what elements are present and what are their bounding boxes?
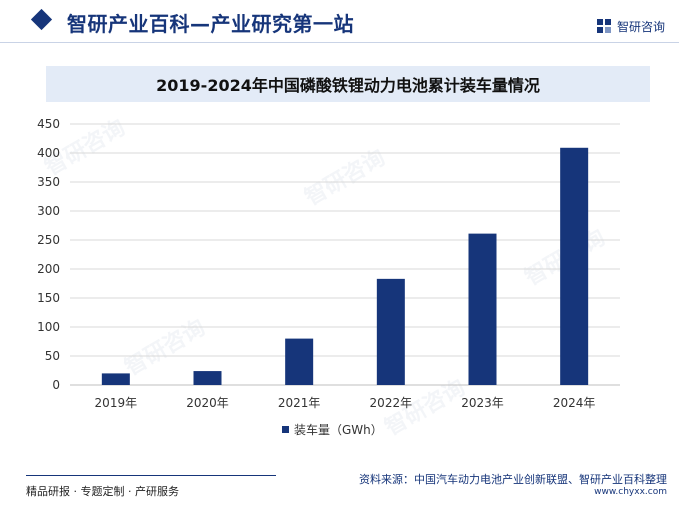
bar-2022年 [376,278,405,385]
x-tick-label: 2020年 [186,396,229,410]
y-tick-label: 350 [37,175,60,189]
site-title: 智研产业百科—产业研究第一站 [67,12,354,36]
bar-2024年 [560,147,589,385]
y-tick-label: 450 [37,117,60,131]
y-tick-label: 400 [37,146,60,160]
header-divider [0,42,679,43]
y-tick-label: 250 [37,233,60,247]
y-tick-label: 150 [37,291,60,305]
y-tick-label: 200 [37,262,60,276]
chart-title: 2019-2024年中国磷酸铁锂动力电池累计装车量情况 [156,76,540,95]
y-tick-label: 50 [45,349,60,363]
footer-url[interactable]: www.chyxx.com [594,487,667,497]
zhiyan-logo-icon [596,19,611,33]
bar-2020年 [193,371,222,385]
footer-divider [26,475,276,476]
x-tick-label: 2024年 [553,396,596,410]
chart-title-box: 2019-2024年中国磷酸铁锂动力电池累计装车量情况 [46,66,650,102]
brand[interactable]: 智研咨询 [596,16,665,36]
x-tick-label: 2023年 [461,396,504,410]
y-tick-label: 100 [37,320,60,334]
x-tick-label: 2019年 [95,396,138,410]
x-tick-label: 2021年 [278,396,321,410]
legend-swatch [282,426,289,433]
bar-2021年 [285,338,314,385]
bar-2023年 [468,233,497,385]
bar-2019年 [101,373,130,385]
x-tick-label: 2022年 [370,396,413,410]
y-tick-label: 0 [52,378,60,392]
y-tick-label: 300 [37,204,60,218]
header: 智研产业百科—产业研究第一站 智研咨询 [0,0,679,52]
source-note: 资料来源：中国汽车动力电池产业创新联盟、智研产业百科整理 [359,473,667,486]
footer-tagline: 精品研报 · 专题定制 · 产研服务 [26,485,179,498]
brand-name: 智研咨询 [616,19,665,34]
legend-label: 装车量（GWh） [294,422,383,437]
